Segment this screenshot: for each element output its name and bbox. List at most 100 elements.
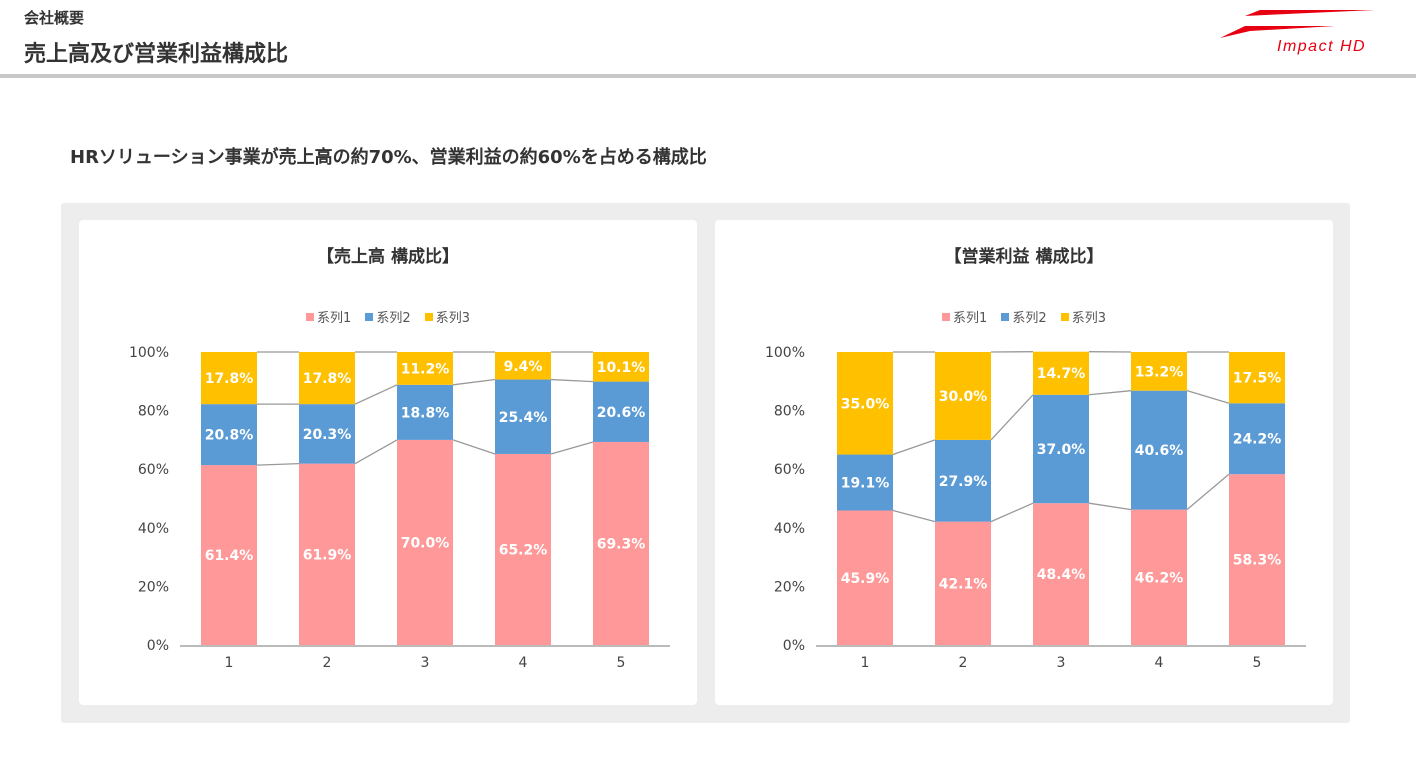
bar-segment (201, 352, 257, 405)
x-tick-label: 1 (225, 655, 234, 671)
data-label: 19.1% (841, 476, 890, 492)
data-label: 20.8% (205, 428, 254, 444)
chart-title: 【営業利益 構成比】 (944, 247, 1104, 267)
y-tick-label: 20% (774, 579, 805, 595)
x-tick-label: 3 (421, 655, 430, 671)
series-connector-line (550, 378, 594, 383)
bar-segment (1131, 509, 1187, 645)
series-connector-line (354, 439, 398, 465)
legend-swatch (941, 313, 950, 321)
bar-segment (397, 352, 453, 385)
y-tick-label: 0% (147, 638, 169, 654)
series-connector-line (990, 394, 1034, 441)
series-connector-line (256, 462, 300, 466)
bar-segment (593, 381, 649, 442)
bar-segment (935, 352, 991, 440)
legend-swatch (365, 313, 374, 321)
y-tick-label: 100% (129, 345, 169, 361)
bar-segment (935, 439, 991, 522)
data-label: 40.6% (1135, 443, 1184, 459)
data-label: 61.4% (205, 548, 254, 564)
y-tick-label: 80% (138, 404, 169, 420)
series-connector-line (452, 439, 496, 455)
legend-swatch (305, 313, 314, 321)
x-tick-label: 3 (1057, 655, 1066, 671)
data-label: 69.3% (597, 536, 646, 552)
data-label: 61.9% (303, 547, 352, 563)
profit-chart-plot: 0% 20% 40% 60% 80% 100% 45.9% 19.1% 35.0% 1 42.1% 2… (765, 345, 1306, 671)
data-label: 11.2% (401, 361, 450, 377)
bar-segment (593, 441, 649, 645)
bar-segment (1229, 352, 1285, 404)
logo-text: Impact HD (1277, 38, 1367, 55)
bar-segment (299, 352, 355, 405)
bar-segment (397, 439, 453, 645)
data-label: 17.8% (205, 371, 254, 387)
header-divider (0, 74, 1416, 78)
legend-item-series2: 系列2 (1001, 311, 1047, 326)
data-label: 17.8% (303, 371, 352, 387)
y-tick-label: 40% (138, 521, 169, 537)
legend-swatch (1060, 313, 1069, 321)
legend-label: 系列1 (952, 311, 988, 326)
bar-segment (1229, 474, 1285, 645)
bar-segment (201, 465, 257, 645)
x-tick-label: 4 (1155, 655, 1164, 671)
chart-title: 【売上高 構成比】 (317, 247, 459, 267)
x-tick-label: 2 (323, 655, 332, 671)
legend-swatch (424, 313, 433, 321)
legend-label: 系列1 (316, 311, 352, 326)
data-label: 30.0% (939, 389, 988, 405)
x-tick-label: 1 (861, 655, 870, 671)
sales-chart-panel: 【売上高 構成比】 系列1 系列2 系列3 0% 20% 40% 60% 80% 100%… (79, 220, 697, 705)
section-label: 会社概要 (24, 9, 85, 27)
bar-segment (299, 404, 355, 464)
legend-item-series3: 系列3 (424, 311, 470, 326)
bar-segment (837, 352, 893, 455)
data-label: 17.5% (1233, 371, 1282, 387)
data-label: 9.4% (504, 359, 543, 375)
series-connector-line (1186, 390, 1230, 404)
bar-segment (1131, 352, 1187, 391)
y-tick-label: 60% (138, 462, 169, 478)
data-label: 25.4% (499, 410, 548, 426)
bar-segment (299, 463, 355, 645)
legend-item-series3: 系列3 (1060, 311, 1106, 326)
y-tick-label: 80% (774, 404, 805, 420)
data-label: 24.2% (1233, 432, 1282, 448)
chart-legend: 系列1 系列2 系列3 (715, 307, 1333, 326)
x-tick-label: 2 (959, 655, 968, 671)
data-label: 13.2% (1135, 364, 1184, 380)
profit-chart-panel: 【営業利益 構成比】 系列1 系列2 系列3 0% 20% 40% 60% 80% 100… (715, 220, 1333, 705)
data-label: 42.1% (939, 576, 988, 592)
bar-segment (837, 510, 893, 645)
data-label: 70.0% (401, 535, 450, 551)
data-label: 45.9% (841, 571, 890, 587)
series-connector-line (354, 384, 398, 405)
series-connector-line (1088, 502, 1132, 511)
series-connector-line (550, 441, 594, 455)
bar-segment (495, 453, 551, 645)
legend-item-series2: 系列2 (365, 311, 411, 326)
series-connector-line (990, 502, 1034, 523)
legend-label: 系列2 (1012, 311, 1047, 326)
lead-text: HRソリューション事業が売上高の約70%、営業利益の約60%を占める構成比 (70, 147, 707, 168)
data-label: 58.3% (1233, 553, 1282, 569)
series-connector-line (892, 439, 936, 456)
bar-segment (1229, 403, 1285, 475)
data-label: 35.0% (841, 396, 890, 412)
bar-segment (935, 521, 991, 645)
data-label: 48.4% (1037, 567, 1086, 583)
bar-segment (201, 404, 257, 466)
y-tick-label: 60% (774, 462, 805, 478)
x-tick-label: 5 (1253, 655, 1262, 671)
legend-label: 系列2 (376, 311, 411, 326)
y-tick-label: 0% (783, 638, 805, 654)
series-connector-line (1088, 390, 1132, 396)
data-label: 14.7% (1037, 366, 1086, 382)
series-connector-line (452, 378, 496, 386)
bar-segment (1033, 351, 1089, 395)
legend-item-series1: 系列1 (941, 311, 988, 326)
data-label: 20.6% (597, 405, 646, 421)
bar-segment (1131, 390, 1187, 510)
